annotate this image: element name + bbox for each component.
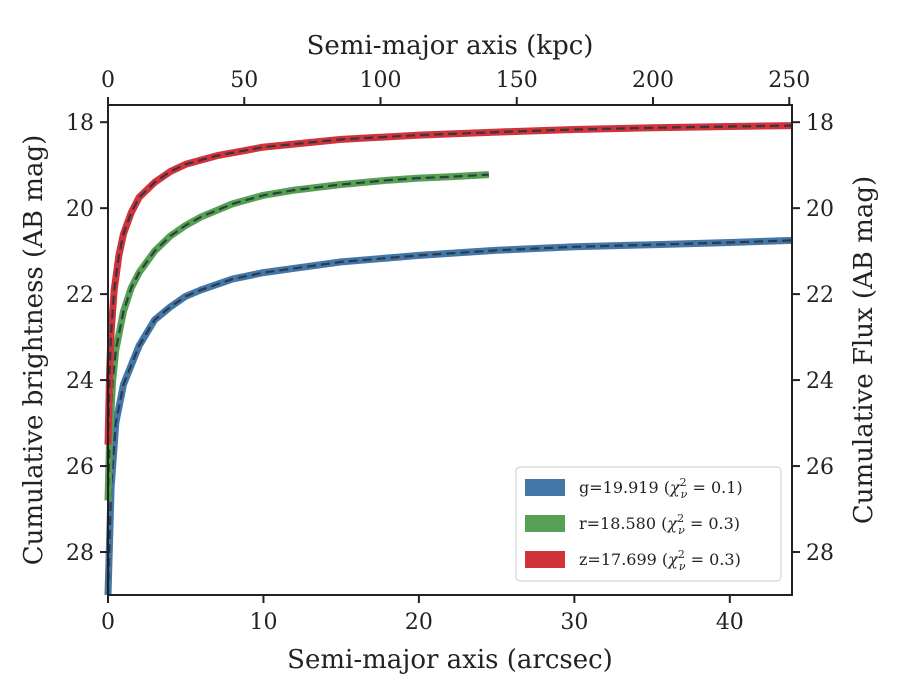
y-tick-label: 18 xyxy=(66,111,94,136)
legend-swatch xyxy=(525,515,565,532)
x-tick-label: 20 xyxy=(405,610,433,635)
x-tick-label: 30 xyxy=(560,610,588,635)
legend-box xyxy=(515,466,782,582)
legend: g=19.919 (χ2 ν = 0.1) r=18.580 (χ2 ν = 0.3)… xyxy=(515,466,782,582)
x2-tick-label: 150 xyxy=(496,68,538,93)
y2-tick-label: 22 xyxy=(806,283,834,308)
legend-swatch xyxy=(525,551,565,568)
y2-tick-label: 26 xyxy=(806,455,834,480)
x2-axis-title: Semi-major axis (kpc) xyxy=(307,31,594,61)
series-line-r xyxy=(104,171,490,501)
legend-swatch xyxy=(525,479,565,496)
x-tick-label: 0 xyxy=(101,610,115,635)
y-axis-title: Cumulative brightness (AB mag) xyxy=(19,135,49,566)
model-line-g xyxy=(106,239,793,596)
y-tick-label: 22 xyxy=(66,283,94,308)
plot-area: 0 10 20 30 40 0 50 100 150 200 250 18 20 22 24 26 28 18 20… xyxy=(19,31,879,675)
y2-axis-title: Cumulative Flux (AB mag) xyxy=(849,176,879,524)
y2-tick-label: 28 xyxy=(806,541,834,566)
plot-frame xyxy=(107,104,793,596)
y2-tick-label: 20 xyxy=(806,197,834,222)
x-tick-label: 40 xyxy=(716,610,744,635)
y2-tick-label: 24 xyxy=(806,369,834,394)
x2-tick-label: 0 xyxy=(101,68,115,93)
x-tick-label: 10 xyxy=(249,610,277,635)
x2-tick-label: 100 xyxy=(360,68,402,93)
y-tick-label: 20 xyxy=(66,197,94,222)
model-line-z xyxy=(106,124,793,445)
legend-label: r=18.580 (χ2 ν = 0.3) xyxy=(579,512,740,537)
y-tick-label: 26 xyxy=(66,455,94,480)
y-tick-label: 28 xyxy=(66,541,94,566)
y2-tick-label: 18 xyxy=(806,111,834,136)
legend-label: g=19.919 (χ2 ν = 0.1) xyxy=(579,476,743,501)
legend-label: z=17.699 (χ2 ν = 0.3) xyxy=(579,548,741,573)
model-line-r xyxy=(106,173,489,501)
y-tick-label: 24 xyxy=(66,369,94,394)
x2-tick-label: 250 xyxy=(768,68,810,93)
x2-tick-label: 50 xyxy=(230,68,258,93)
x2-tick-label: 200 xyxy=(632,68,674,93)
x-axis-title: Semi-major axis (arcsec) xyxy=(287,645,613,675)
